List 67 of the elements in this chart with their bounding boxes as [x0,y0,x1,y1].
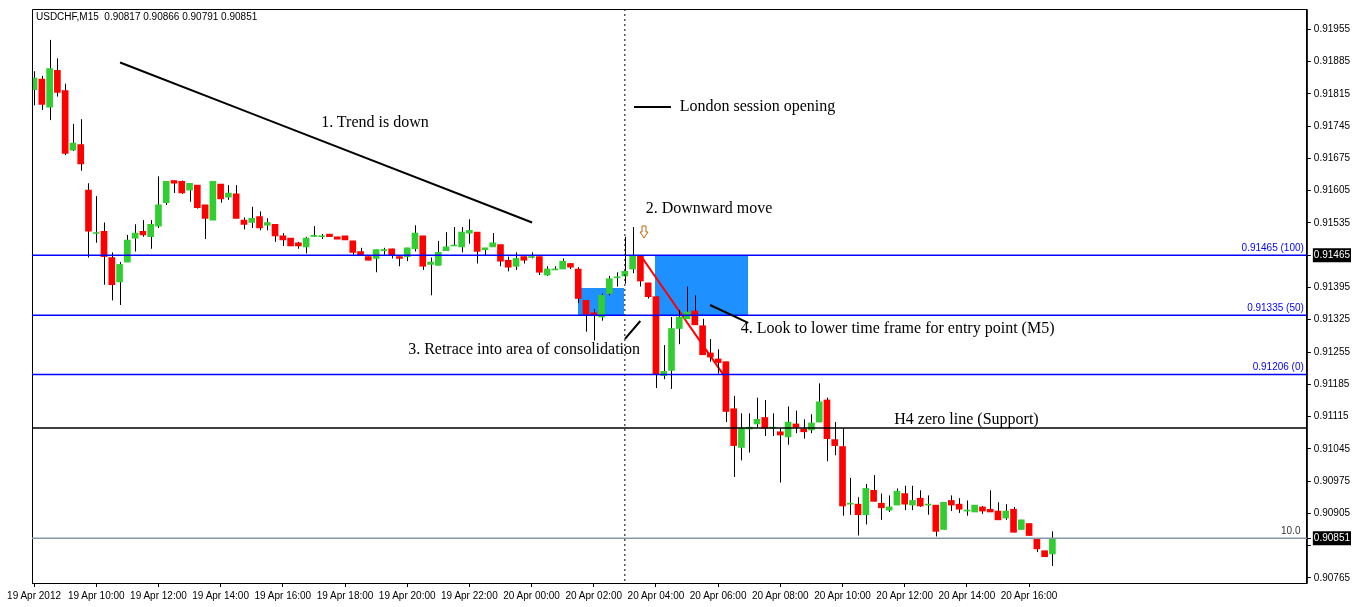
y-tick-label: 0.91605 [1313,184,1351,196]
candlestick [116,261,123,306]
candlestick [605,275,613,296]
candlestick [256,210,263,231]
y-tick-label: 0.90905 [1313,507,1351,519]
x-tick-label: 19 Apr 18:00 [316,589,374,601]
y-tick-label: 0.91535 [1313,216,1351,228]
x-tick-label: 20 Apr 10:00 [814,589,872,601]
annotation: 1. Trend is down [321,113,429,131]
y-tick-label: 0.91115 [1313,410,1349,422]
candlestick [186,182,193,203]
y-tick-label: 0.90851 [1313,532,1351,544]
candlestick [815,382,823,423]
x-tick-label: 19 Apr 22:00 [441,589,499,601]
y-tick-label: 0.91325 [1313,313,1351,325]
candlestick [598,292,605,322]
x-tick-label: 20 Apr 04:00 [627,589,685,601]
candlestick [248,206,256,229]
candlestick [909,485,916,511]
x-tick-label: 19 Apr 2012 [7,589,62,601]
y-tick-label: 0.91045 [1313,442,1351,454]
candlestick [473,231,481,264]
y-tick-label: 0.91255 [1313,345,1351,357]
y-tick-label: 0.91745 [1313,119,1351,131]
x-tick-label: 20 Apr 14:00 [938,589,996,601]
y-tick-label: 0.90765 [1313,571,1351,583]
x-tick-label: 19 Apr 16:00 [254,589,312,601]
candlestick [162,180,170,206]
annotation: 4. Look to lower time frame for entry point (M5) [740,318,1055,337]
annotation: London session opening [679,96,836,115]
y-tick-label: 0.90975 [1313,474,1351,486]
y-tick-label: 0.91815 [1313,87,1351,99]
candlestick [870,474,877,502]
x-tick-label: 19 Apr 14:00 [192,589,250,601]
candlestick [613,271,621,288]
y-tick-label: 0.91675 [1313,152,1351,164]
x-tick-label: 19 Apr 20:00 [378,589,436,601]
candlestick [92,195,100,244]
annotation: 10.0 [1281,525,1301,537]
ref-line-label: 0.91465 (100) [1241,241,1304,253]
y-tick-label: 0.91185 [1313,378,1350,390]
candlestick [1049,530,1056,567]
x-tick-label: 19 Apr 12:00 [130,589,188,601]
candlestick [901,485,909,511]
x-tick-label: 20 Apr 02:00 [565,589,623,601]
ref-line-label: 0.91335 (50) [1247,301,1304,313]
x-tick-label: 19 Apr 10:00 [67,589,126,601]
x-tick-label: 20 Apr 00:00 [503,589,561,601]
y-tick-label: 0.91885 [1313,55,1351,67]
x-tick-label: 20 Apr 12:00 [876,589,934,601]
ref-line-label: 0.91206 (0) [1252,361,1304,373]
chart-title: USDCHF,M15 0.90817 0.90866 0.90791 0.90851 [36,10,258,22]
x-tick-label: 20 Apr 16:00 [1000,589,1058,601]
y-tick-label: 0.91395 [1313,281,1351,293]
candlestick [629,226,636,274]
candlestick [1010,506,1017,533]
annotation: 2. Downward move [645,198,773,216]
candlestick [536,256,543,276]
x-tick-label: 20 Apr 08:00 [751,589,810,601]
annotation: H4 zero line (Support) [894,409,1039,428]
x-tick-label: 20 Apr 06:00 [689,589,747,601]
y-tick-label: 0.91955 [1313,23,1351,35]
candlestick [878,493,885,521]
candlestick [217,183,224,204]
y-tick-label: 0.91465 [1313,248,1351,260]
annotation: 3. Retrace into area of consolidation [408,340,641,358]
candlestick [77,118,85,172]
